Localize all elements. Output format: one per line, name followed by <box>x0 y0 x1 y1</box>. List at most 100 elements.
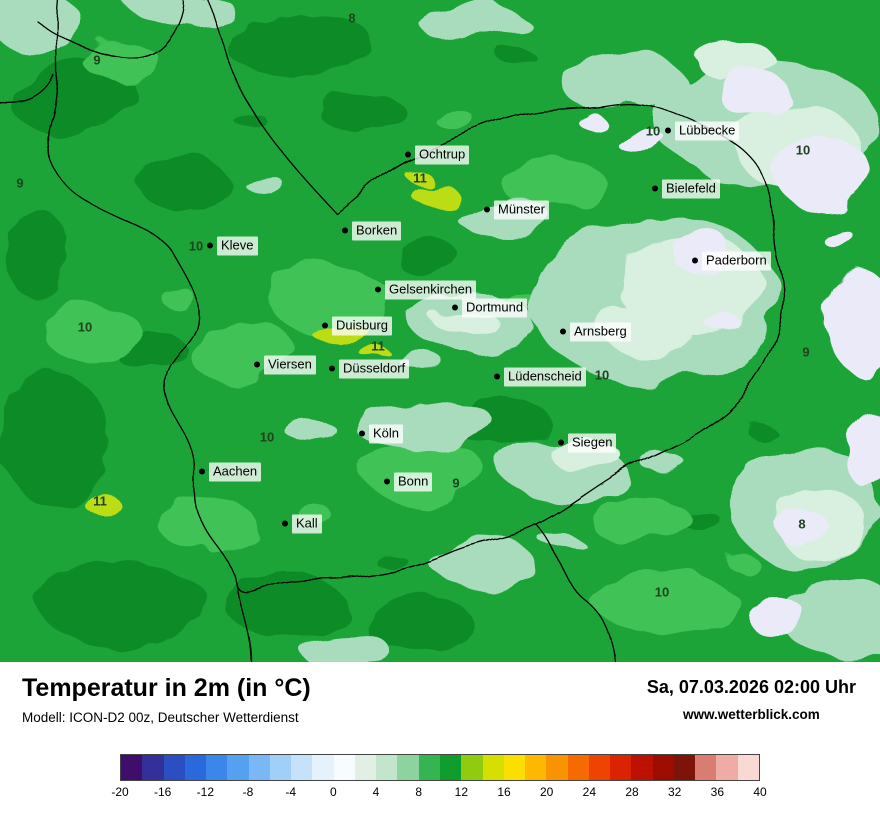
colorbar-cell <box>503 755 526 780</box>
temp-value-label: 11 <box>371 338 385 354</box>
colorbar-cell <box>312 755 334 780</box>
city-marker-kall: Kall <box>282 514 322 534</box>
colorbar-tick-label: 0 <box>329 785 337 799</box>
city-label: Borken <box>352 221 402 241</box>
colorbar-cell <box>354 755 377 780</box>
city-marker-lbbecke: Lübbecke <box>665 121 740 141</box>
temperature-colorbar <box>120 754 760 781</box>
page-title: Temperatur in 2m (in °C) <box>22 674 311 702</box>
city-dot-icon <box>665 127 671 134</box>
temp-value-label: 9 <box>16 175 24 191</box>
city-marker-aachen: Aachen <box>199 462 262 482</box>
temperature-shading-layer <box>0 0 880 662</box>
colorbar-cell <box>737 755 759 780</box>
colorbar-tick-label: 8 <box>415 785 422 799</box>
city-dot-icon <box>199 468 205 475</box>
colorbar-cell <box>397 755 419 780</box>
colorbar-cell <box>418 755 440 780</box>
city-marker-arnsberg: Arnsberg <box>560 322 631 342</box>
city-marker-kleve: Kleve <box>207 236 258 256</box>
border-north-east <box>206 0 785 594</box>
temp-value-label: 10 <box>795 142 811 158</box>
city-marker-mnster: Münster <box>484 200 549 220</box>
colorbar-cell <box>376 755 398 780</box>
city-label: Kall <box>292 514 322 534</box>
colorbar-cell <box>121 755 143 780</box>
city-label: Bielefeld <box>662 179 720 199</box>
city-label: Bonn <box>394 472 433 492</box>
city-dot-icon <box>282 520 288 527</box>
temp-value-label: 10 <box>77 319 93 335</box>
city-label: Arnsberg <box>570 322 631 342</box>
colorbar-tick-label: 24 <box>582 785 597 799</box>
city-label: Gelsenkirchen <box>385 280 477 300</box>
city-dot-icon <box>484 206 490 213</box>
temp-value-label: 9 <box>452 475 460 491</box>
city-marker-bielefeld: Bielefeld <box>652 179 720 199</box>
colorbar-cell <box>439 755 462 780</box>
colorbar-cell <box>695 755 717 780</box>
map-footer: Temperatur in 2m (in °C) Modell: ICON-D2… <box>0 662 880 830</box>
city-dot-icon <box>254 361 260 368</box>
colorbar-cell <box>525 755 547 780</box>
city-label: Duisburg <box>332 316 393 336</box>
footer-left: Temperatur in 2m (in °C) Modell: ICON-D2… <box>22 674 311 725</box>
city-marker-borken: Borken <box>342 221 402 241</box>
temp-value-label: 9 <box>802 344 810 360</box>
colorbar-cell <box>631 755 653 780</box>
colorbar-cell <box>248 755 270 780</box>
city-marker-gelsenkirchen: Gelsenkirchen <box>375 280 477 300</box>
city-dot-icon <box>342 227 348 234</box>
city-label: Ochtrup <box>415 145 470 165</box>
border-northwest-segment <box>0 75 55 104</box>
city-dot-icon <box>384 478 390 485</box>
colorbar-cell <box>184 755 207 780</box>
website-url: www.wetterblick.com <box>683 707 820 722</box>
colorbar-cell <box>673 755 696 780</box>
city-dot-icon <box>359 430 365 437</box>
temp-value-label: 8 <box>348 10 356 26</box>
model-info: Modell: ICON-D2 00z, Deutscher Wetterdie… <box>22 710 299 725</box>
city-marker-dsseldorf: Düsseldorf <box>329 359 410 379</box>
colorbar-cell <box>482 755 504 780</box>
city-dot-icon <box>560 328 566 335</box>
city-label: Paderborn <box>702 251 771 271</box>
colorbar-cell <box>142 755 164 780</box>
border-south-branch <box>536 524 617 662</box>
city-marker-bonn: Bonn <box>384 472 433 492</box>
city-marker-siegen: Siegen <box>558 433 617 453</box>
city-label: Köln <box>369 424 404 444</box>
weather-map: Ochtrup Münster Borken Kleve Lübbecke Bielefe… <box>0 0 880 662</box>
temp-value-label: 9 <box>93 52 101 68</box>
city-marker-kln: Köln <box>359 424 404 444</box>
colorbar-tick-label: 40 <box>753 785 767 799</box>
border-west <box>46 0 252 662</box>
temp-value-label: 10 <box>188 238 204 254</box>
city-dot-icon <box>375 286 381 293</box>
city-dot-icon <box>452 304 458 311</box>
colorbar-tick-label: 4 <box>372 785 380 799</box>
colorbar-tick-label: 16 <box>497 785 511 799</box>
temp-value-label: 10 <box>645 123 661 139</box>
colorbar-tick-label: 28 <box>625 785 639 799</box>
city-marker-ldenscheid: Lüdenscheid <box>494 367 586 387</box>
colorbar-cell <box>461 755 483 780</box>
city-label: Siegen <box>568 433 617 453</box>
state-borders <box>0 0 785 662</box>
temp-value-label: 10 <box>654 584 670 600</box>
city-label: Aachen <box>209 462 262 482</box>
colorbar-cell <box>206 755 228 780</box>
colorbar-tick-label: 12 <box>454 785 469 799</box>
city-dot-icon <box>322 322 328 329</box>
colorbar-tick-label: 36 <box>710 785 725 799</box>
city-label: Viersen <box>264 355 316 375</box>
city-marker-paderborn: Paderborn <box>692 251 771 271</box>
city-dot-icon <box>494 373 500 380</box>
city-marker-dortmund: Dortmund <box>452 298 528 318</box>
border-topleft-segment <box>35 0 186 60</box>
city-dot-icon <box>692 257 698 264</box>
colorbar-tick-label: -16 <box>153 785 172 799</box>
temp-value-label: 8 <box>798 516 806 532</box>
colorbar-cell <box>333 755 355 780</box>
colorbar-tick-label: -4 <box>285 785 296 799</box>
